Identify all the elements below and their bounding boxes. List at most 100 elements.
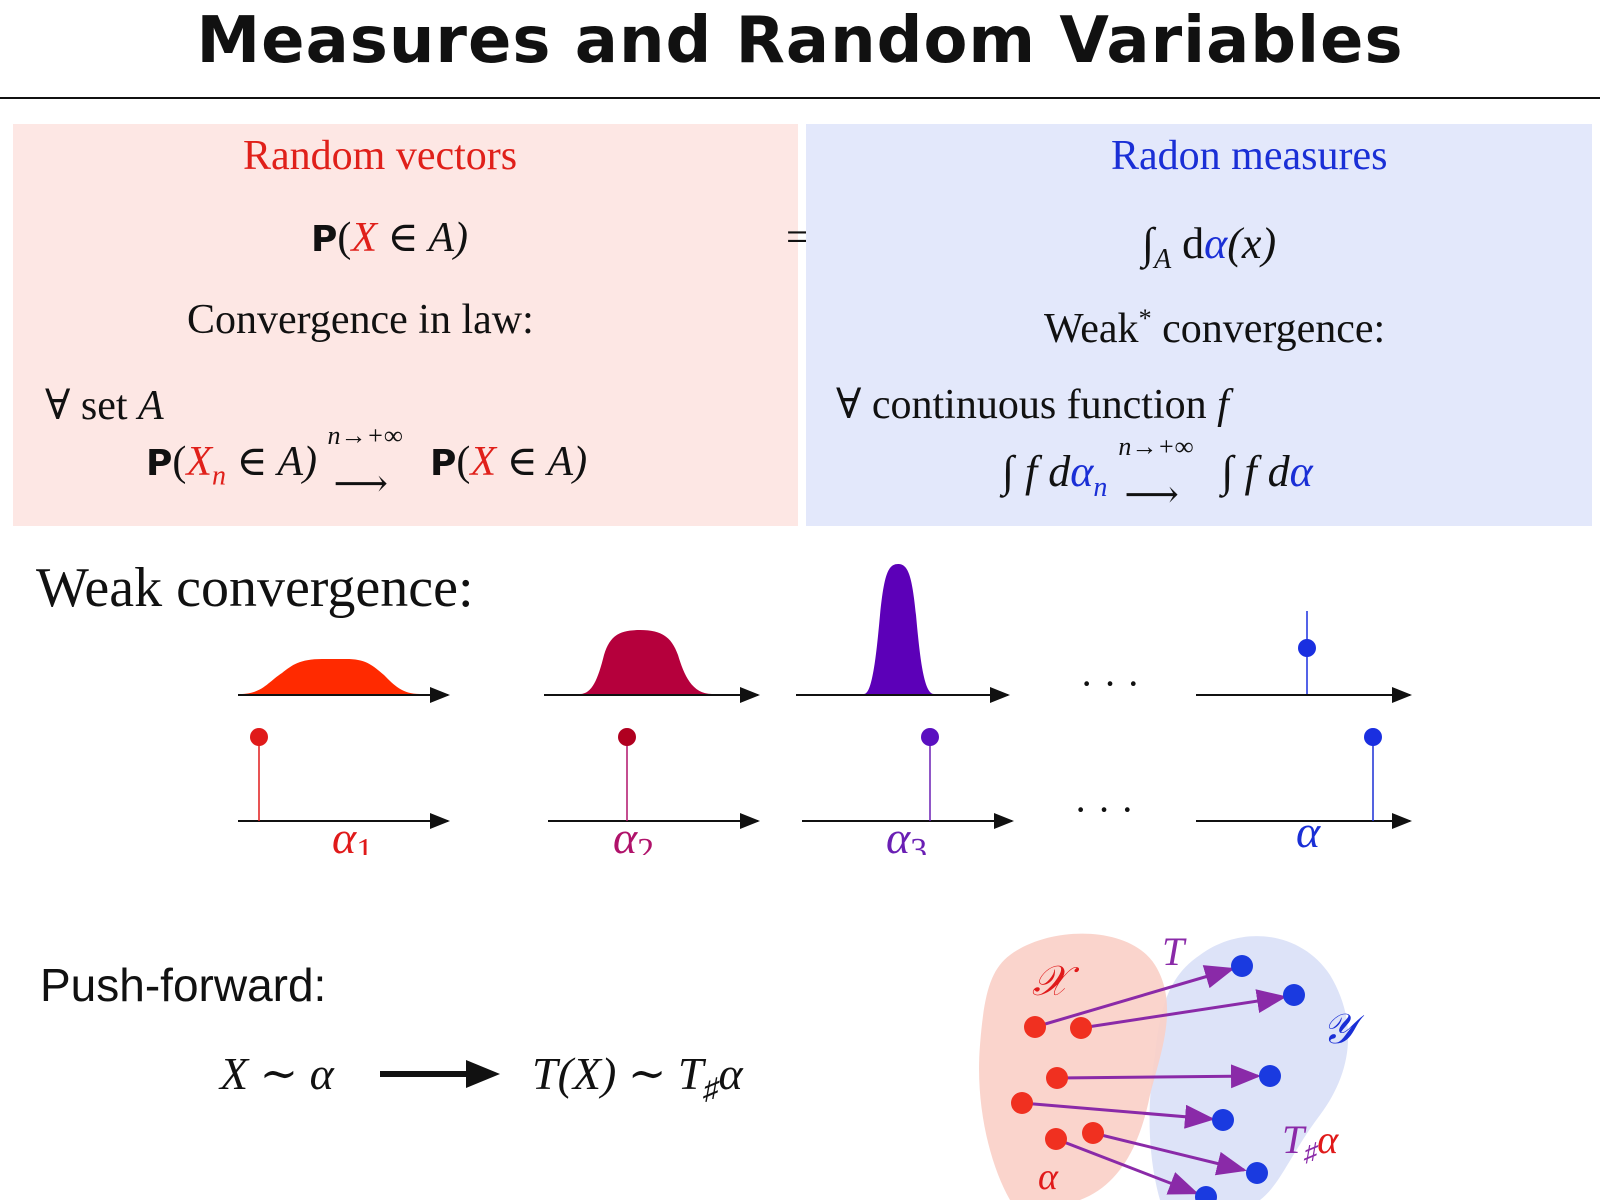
- probability-set: ∈ A): [387, 215, 469, 261]
- map-arrow-4: [1021, 1101, 1215, 1129]
- measure-label-limit-main: α: [1296, 806, 1321, 855]
- target-point: [1231, 955, 1253, 977]
- target-point: [1195, 1186, 1217, 1200]
- forall-function-text: ∀ continuous function: [836, 382, 1207, 428]
- limit-var-x: X: [470, 439, 497, 485]
- sequence-subscript: n: [212, 460, 227, 492]
- integral-domain: A: [1154, 243, 1172, 275]
- measure-label-3-main: α: [886, 812, 911, 855]
- random-vectors-panel: Random vectors P(X ∈ A) Convergence in l…: [13, 124, 798, 526]
- weak-convergence-diagram: · · · · · · α1 α2 α3 α: [198, 564, 1412, 855]
- push-forward-label: Push-forward:: [40, 959, 327, 1011]
- blackboard-p: P: [311, 219, 338, 260]
- forall-set-var: A: [138, 383, 164, 429]
- ellipsis-top: · · ·: [1080, 661, 1140, 706]
- integral-rhs: ∫ f d: [1221, 447, 1290, 496]
- target-point: [1259, 1065, 1281, 1087]
- limit-label: n→+∞: [327, 421, 403, 451]
- map-arrow-1: [1034, 965, 1235, 1029]
- dirac-point-1: [250, 728, 268, 746]
- source-point: [1045, 1128, 1067, 1150]
- weak-word: Weak: [1044, 306, 1139, 352]
- radon-measures-panel: Radon measures ∫A dα(x) Weak* convergenc…: [806, 124, 1592, 526]
- measure-label-3: α3: [886, 812, 927, 855]
- integral-d: d: [1182, 219, 1205, 268]
- sequence-var-x: X: [186, 439, 213, 485]
- convergence-word: convergence:: [1162, 306, 1386, 352]
- measure-label-1-sub: 1: [356, 832, 373, 855]
- push-forward-lhs-var: X: [220, 1048, 249, 1099]
- source-point: [1024, 1016, 1046, 1038]
- push-forward-arrow: [380, 1060, 500, 1088]
- weak-convergence-label: Weak convergence:: [36, 557, 474, 619]
- dirac-point-4: [1364, 728, 1382, 746]
- measure-label-2-sub: 2: [637, 832, 654, 855]
- integral-sign: ∫: [1142, 219, 1155, 268]
- measure-label-1-main: α: [332, 812, 357, 855]
- limit-label: n→+∞: [1118, 431, 1194, 461]
- limit-arrow: n→+∞ ⟶: [1118, 432, 1210, 516]
- map-arrow-3: [1056, 1064, 1261, 1089]
- push-forward-measure-label: T♯α: [1282, 1117, 1339, 1167]
- target-point: [1212, 1109, 1234, 1131]
- weak-star-label: Weak* convergence:: [1044, 304, 1385, 353]
- measure-label-limit: α: [1296, 806, 1321, 855]
- integral-rhs-measure: α: [1289, 447, 1313, 496]
- dirac-point-3: [921, 728, 939, 746]
- target-point: [1283, 984, 1305, 1006]
- random-variable-x: X: [351, 215, 378, 261]
- source-point: [1046, 1067, 1068, 1089]
- map-arrow-5: [1092, 1131, 1247, 1176]
- measure-label-2-main: α: [613, 812, 638, 855]
- limit-arrow: n→+∞ ⟶: [328, 421, 420, 505]
- push-forward-lhs-rest: ∼ α: [259, 1048, 334, 1099]
- map-arrow-2: [1080, 989, 1287, 1030]
- density-2: [545, 630, 712, 694]
- measure-label-2: α2: [613, 812, 654, 855]
- sequence-set: ∈ A): [236, 439, 318, 485]
- push-forward-rhs-main: T(X) ∼ T: [532, 1048, 704, 1099]
- measure-label-3-sub: 3: [910, 832, 927, 855]
- limit-set: ∈ A): [506, 439, 588, 485]
- push-forward-lhs: X ∼ α: [220, 1046, 334, 1100]
- density-3: [850, 564, 960, 694]
- push-forward-diagram: 𝒳 T 𝒴 α T♯α: [979, 929, 1365, 1200]
- push-forward-rhs-measure: α: [718, 1048, 743, 1099]
- ellipsis-bottom: · · ·: [1074, 787, 1134, 832]
- probability-expression: P(X ∈ A): [311, 215, 469, 261]
- star-superscript: *: [1138, 304, 1152, 333]
- blackboard-p: P: [430, 443, 457, 484]
- measure-integral: ∫A dα(x): [1142, 218, 1276, 276]
- title-divider: [0, 97, 1600, 99]
- top-dirac-point: [1298, 639, 1316, 657]
- map-label: T: [1162, 929, 1187, 974]
- integral-lhs: ∫ f d: [1002, 447, 1071, 496]
- source-point: [1011, 1092, 1033, 1114]
- dirac-point-2: [618, 728, 636, 746]
- map-arrow-6: [1055, 1137, 1199, 1195]
- forall-function-var: f: [1217, 382, 1229, 428]
- convergence-in-law-formula: P(Xn ∈ A) n→+∞ ⟶ P(X ∈ A): [146, 421, 588, 506]
- source-point: [1070, 1017, 1092, 1039]
- measure-label-1: α1: [332, 812, 373, 855]
- integral-argument: (x): [1227, 219, 1277, 268]
- random-vectors-heading: Random vectors: [243, 133, 518, 179]
- density-1: [198, 659, 492, 694]
- source-space-region: [979, 933, 1168, 1200]
- push-forward-rhs: T(X) ∼ T♯α: [532, 1046, 743, 1107]
- blackboard-p: P: [146, 443, 173, 484]
- push-forward-sharp: ♯: [703, 1073, 719, 1107]
- radon-measures-heading: Radon measures: [1111, 133, 1388, 179]
- source-point: [1082, 1122, 1104, 1144]
- integral-lhs-subscript: n: [1093, 471, 1108, 503]
- forall-function-line: ∀ continuous function f: [836, 379, 1229, 429]
- integral-lhs-measure: α: [1070, 447, 1094, 496]
- source-measure-label: α: [1038, 1156, 1059, 1198]
- forall-set-line: ∀ set A: [45, 380, 164, 430]
- target-space-label: 𝒴: [1322, 1007, 1365, 1053]
- weak-convergence-formula: ∫ f dαn n→+∞ ⟶ ∫ f dα: [1002, 432, 1313, 516]
- page-title: Measures and Random Variables: [196, 4, 1404, 78]
- forall-set-text: ∀ set: [45, 383, 128, 429]
- equals-sign: =: [786, 215, 810, 261]
- target-point: [1246, 1162, 1268, 1184]
